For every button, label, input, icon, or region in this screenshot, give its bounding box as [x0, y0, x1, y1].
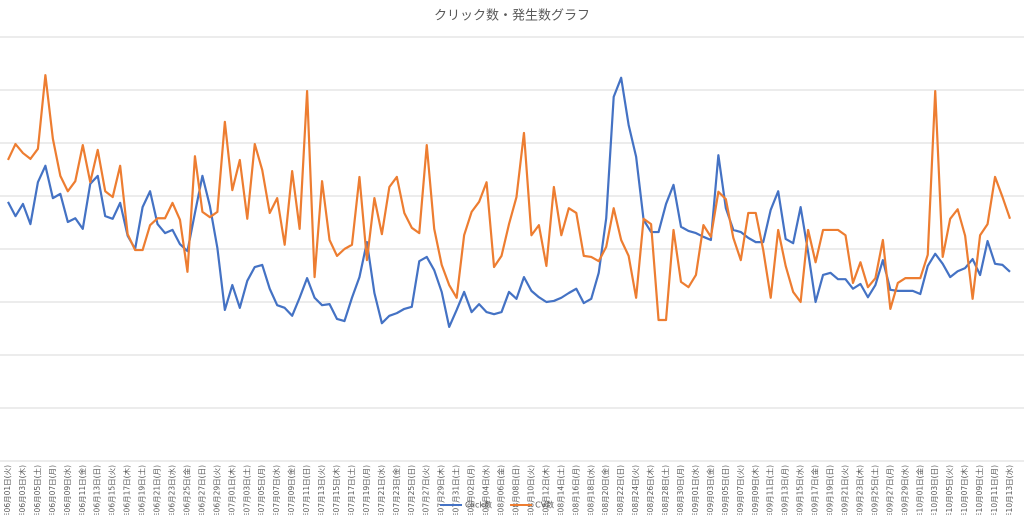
x-tick-label: 2021年07月11日(日) [301, 465, 311, 515]
x-tick-label: 2021年07月25日(日) [406, 465, 416, 515]
x-tick-label: 2021年06月13日(日) [92, 465, 102, 515]
series-line [7, 76, 1011, 329]
x-tick-label: 2021年09月21日(火) [839, 465, 849, 515]
x-tick-label: 2021年06月19日(土) [137, 465, 147, 515]
x-tick-label: 2021年09月13日(月) [780, 465, 790, 515]
series-line [7, 74, 1012, 322]
x-tick-label: 2021年10月03日(日) [929, 465, 939, 515]
x-tick-label: 2021年08月12日(木) [540, 465, 550, 515]
x-tick-label: 2021年07月27日(火) [421, 465, 431, 515]
x-tick-label: 2021年08月24日(火) [630, 465, 640, 515]
x-tick-label: 2021年09月09日(木) [750, 465, 760, 515]
x-tick-label: 2021年09月01日(水) [690, 465, 700, 515]
x-tick-label: 2021年09月15日(水) [795, 465, 805, 515]
x-tick-label: 2021年09月05日(日) [720, 465, 730, 515]
x-tick-label: 2021年08月04日(水) [481, 465, 491, 515]
legend-label: CV数 [535, 500, 554, 510]
x-tick-label: 2021年06月11日(金) [77, 465, 87, 515]
x-tick-label: 2021年07月05日(月) [256, 465, 266, 515]
x-tick-label: 2021年09月03日(金) [705, 465, 715, 515]
x-tick-label: 2021年06月05日(土) [32, 465, 42, 515]
x-tick-label: 2021年06月29日(火) [211, 465, 221, 515]
x-tick-label: 2021年06月27日(日) [196, 465, 206, 515]
x-tick-label: 2021年10月05日(火) [944, 465, 954, 515]
x-tick-label: 2021年08月10日(火) [525, 465, 535, 515]
x-tick-label: 2021年08月02日(月) [466, 465, 476, 515]
x-tick-label: 2021年10月11日(月) [989, 465, 999, 515]
x-tick-label: 2021年08月16日(月) [570, 465, 580, 515]
x-tick-label: 2021年08月20日(金) [600, 465, 610, 515]
x-tick-label: 2021年06月07日(月) [47, 465, 57, 515]
x-tick-label: 2021年08月08日(日) [510, 465, 520, 515]
x-tick-label: 2021年07月29日(木) [436, 465, 446, 515]
x-tick-label: 2021年07月19日(月) [361, 465, 371, 515]
legend-label: Click数 [465, 500, 492, 510]
x-tick-label: 2021年07月17日(土) [346, 465, 356, 515]
x-tick-label: 2021年08月22日(日) [615, 465, 625, 515]
x-tick-label: 2021年10月01日(金) [914, 465, 924, 515]
x-tick-label: 2021年09月29日(水) [899, 465, 909, 515]
x-tick-label: 2021年10月09日(土) [974, 465, 984, 515]
x-tick-label: 2021年10月13日(水) [1004, 465, 1014, 515]
x-tick-label: 2021年06月09日(水) [62, 465, 72, 515]
x-tick-label: 2021年07月03日(土) [241, 465, 251, 515]
x-tick-label: 2021年08月28日(土) [660, 465, 670, 515]
x-tick-label: 2021年06月21日(月) [152, 465, 162, 515]
x-tick-label: 2021年09月11日(土) [765, 465, 775, 515]
x-tick-label: 2021年07月21日(水) [376, 465, 386, 515]
x-tick-label: 2021年07月31日(土) [451, 465, 461, 515]
x-tick-label: 2021年07月07日(水) [271, 465, 281, 515]
x-tick-label: 2021年07月15日(木) [331, 465, 341, 515]
chart-title: クリック数・発生数グラフ [434, 9, 590, 24]
x-tick-label: 2021年07月01日(木) [226, 465, 236, 515]
x-tick-label: 2021年09月25日(土) [869, 465, 879, 515]
x-tick-label: 2021年06月25日(金) [181, 465, 191, 515]
x-tick-label: 2021年08月14日(土) [555, 465, 565, 515]
x-tick-label: 2021年10月07日(木) [959, 465, 969, 515]
x-tick-label: 2021年06月15日(火) [107, 465, 117, 515]
x-tick-label: 2021年08月26日(木) [645, 465, 655, 515]
x-tick-label: 2021年09月19日(日) [825, 465, 835, 515]
x-tick-label: 2021年07月13日(火) [316, 465, 326, 515]
x-tick-label: 2021年06月01日(火) [2, 465, 12, 515]
x-tick-label: 2021年09月17日(金) [810, 465, 820, 515]
x-tick-label: 2021年06月17日(木) [122, 465, 132, 515]
x-tick-label: 2021年06月03日(木) [17, 465, 27, 515]
x-tick-label: 2021年07月23日(金) [391, 465, 401, 515]
x-tick-label: 2021年08月30日(月) [675, 465, 685, 515]
x-tick-label: 2021年08月18日(水) [585, 465, 595, 515]
x-tick-label: 2021年09月23日(木) [854, 465, 864, 515]
x-tick-label: 2021年06月23日(水) [167, 465, 177, 515]
x-tick-label: 2021年09月27日(月) [884, 465, 894, 515]
x-tick-label: 2021年09月07日(火) [735, 465, 745, 515]
x-tick-label: 2021年07月09日(金) [286, 465, 296, 515]
x-tick-label: 2021年08月06日(金) [496, 465, 506, 515]
